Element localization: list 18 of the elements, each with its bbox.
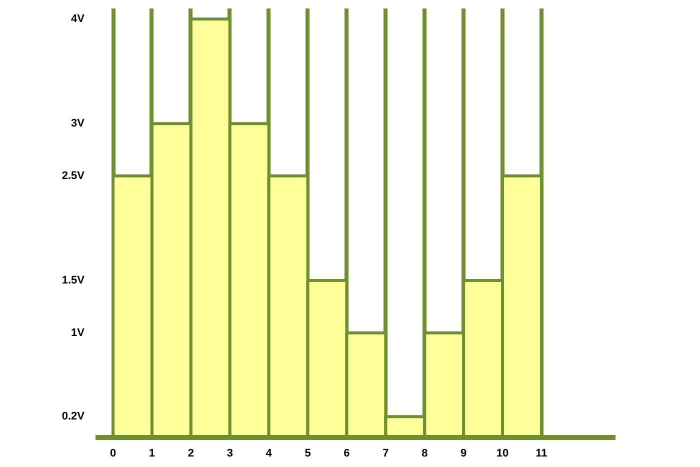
y-tick-label: 0.2V [62, 410, 86, 423]
y-tick-label: 2.5V [62, 170, 86, 182]
y-tick-label: 3V [71, 118, 86, 130]
x-tick-label: 3 [226, 448, 233, 460]
y-tick-label: 1.5V [62, 274, 86, 287]
x-tick-label: 4 [266, 448, 273, 460]
x-tick-label: 11 [536, 448, 548, 460]
x-tick-label: 7 [382, 448, 389, 460]
x-tick-label: 0 [110, 448, 116, 460]
x-tick-label: 8 [422, 448, 428, 460]
y-tick-label: 1V [71, 326, 86, 339]
x-tick-label: 9 [460, 448, 467, 460]
x-tick-label: 1 [148, 448, 156, 460]
x-tick-label: 5 [304, 448, 311, 460]
x-tick-label: 6 [344, 448, 350, 460]
x-tick-label: 2 [188, 448, 194, 460]
y-tick-label: 4V [71, 12, 86, 25]
x-tick-label: 10 [496, 448, 509, 460]
